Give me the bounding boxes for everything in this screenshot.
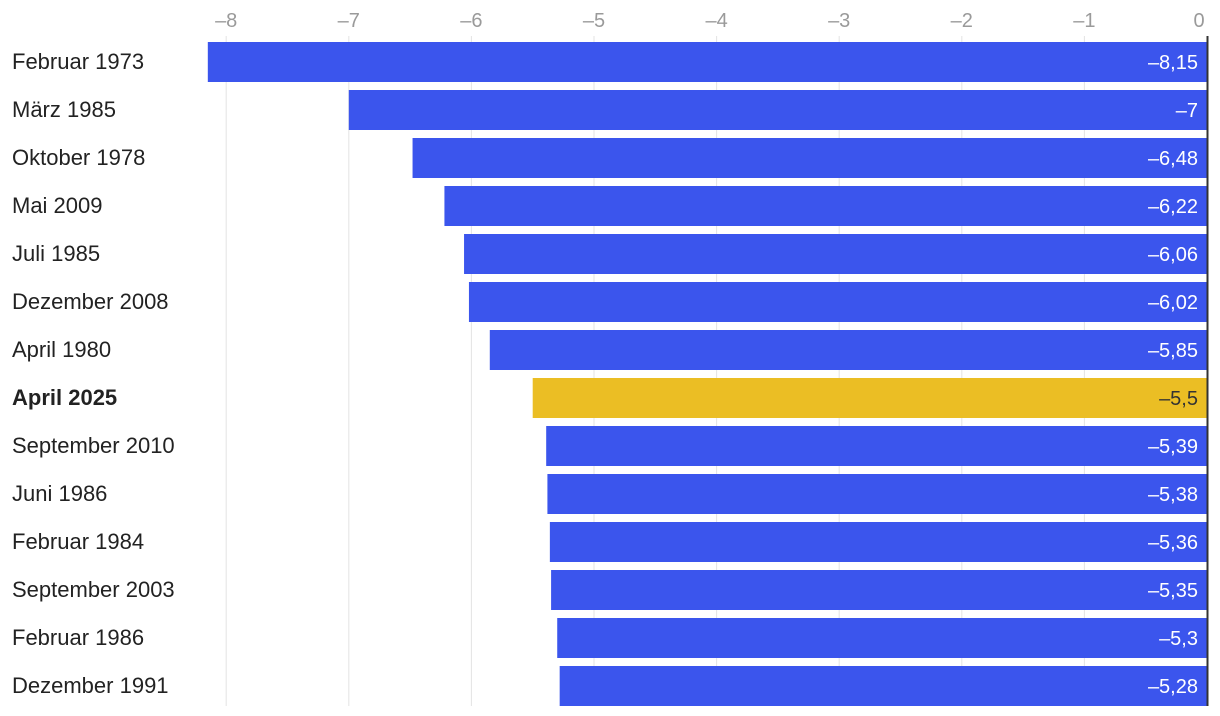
category-label: Mai 2009	[12, 193, 103, 218]
category-label: April 2025	[12, 385, 117, 410]
bar	[207, 42, 1207, 82]
x-tick-label: –1	[1073, 10, 1095, 32]
bar	[348, 90, 1207, 130]
value-label: –5,3	[1159, 628, 1198, 650]
category-label: März 1985	[12, 97, 116, 122]
category-label: September 2010	[12, 433, 175, 458]
category-label: Juli 1985	[12, 241, 100, 266]
bar	[546, 426, 1207, 466]
bar	[412, 138, 1207, 178]
value-label: –5,36	[1148, 532, 1198, 554]
x-tick-label: 0	[1193, 10, 1204, 32]
value-label: –5,39	[1148, 436, 1198, 458]
bar-highlighted	[532, 378, 1207, 418]
value-label: –7	[1176, 100, 1198, 122]
x-tick-label: –8	[215, 10, 237, 32]
category-label: Oktober 1978	[12, 145, 145, 170]
x-tick-label: –4	[705, 10, 727, 32]
value-label: –6,22	[1148, 196, 1198, 218]
category-labels: Februar 1973 März 1985 Oktober 1978 Mai 200…	[12, 49, 175, 698]
value-label: –5,38	[1148, 484, 1198, 506]
value-label: –5,35	[1148, 580, 1198, 602]
value-label: –5,5	[1159, 388, 1198, 410]
bar	[489, 330, 1207, 370]
bar	[464, 234, 1207, 274]
bar	[559, 666, 1207, 706]
bar	[547, 474, 1207, 514]
x-tick-label: –6	[460, 10, 482, 32]
value-label: –8,15	[1148, 52, 1198, 74]
value-label: –5,28	[1148, 676, 1198, 698]
bar	[444, 186, 1208, 226]
category-label: Februar 1986	[12, 625, 144, 650]
category-label: Dezember 2008	[12, 289, 169, 314]
bars	[207, 42, 1208, 706]
category-label: April 1980	[12, 337, 111, 362]
bar	[551, 570, 1207, 610]
bar	[549, 522, 1207, 562]
bar	[557, 618, 1207, 658]
bar	[468, 282, 1207, 322]
category-label: Juni 1986	[12, 481, 107, 506]
category-label: Februar 1973	[12, 49, 144, 74]
x-tick-label: –5	[583, 10, 605, 32]
x-tick-label: –2	[951, 10, 973, 32]
category-label: Februar 1984	[12, 529, 144, 554]
value-label: –6,06	[1148, 244, 1198, 266]
x-axis-ticks: –8 –7 –6 –5 –4 –3 –2 –1 0	[215, 10, 1204, 32]
x-tick-label: –7	[338, 10, 360, 32]
category-label: September 2003	[12, 577, 175, 602]
value-label: –6,02	[1148, 292, 1198, 314]
x-tick-label: –3	[828, 10, 850, 32]
value-labels: –8,15 –7 –6,48 –6,22 –6,06 –6,02 –5,85 –5,5 –5,3…	[1148, 52, 1198, 698]
value-label: –6,48	[1148, 148, 1198, 170]
value-label: –5,85	[1148, 340, 1198, 362]
category-label: Dezember 1991	[12, 673, 169, 698]
